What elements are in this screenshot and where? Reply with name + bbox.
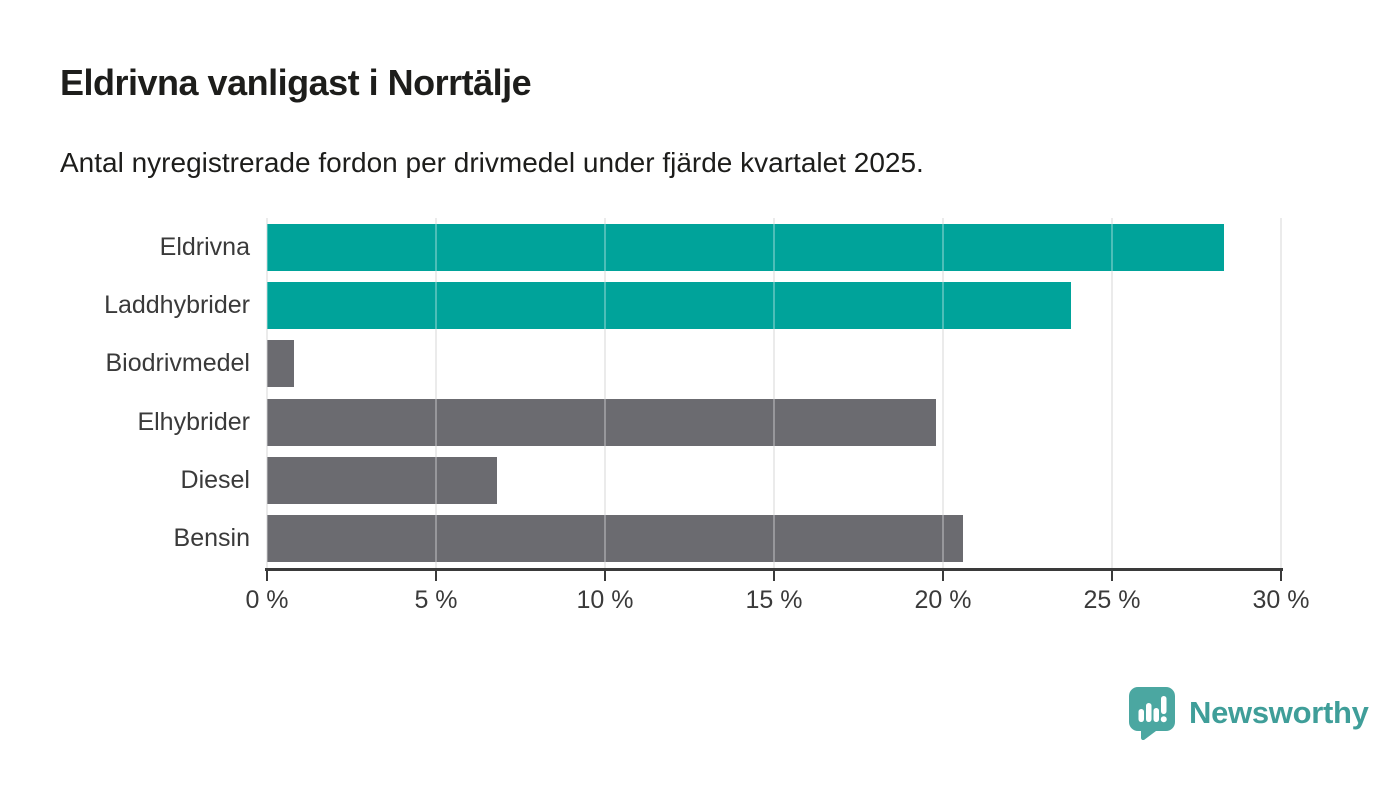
x-axis-tick-label: 25 % <box>1083 586 1141 614</box>
category-label: Eldrivna <box>159 232 250 261</box>
gridline-overlay <box>435 218 437 568</box>
gridline-overlay <box>942 218 944 568</box>
bar-biodrivmedel <box>267 340 295 388</box>
category-label: Diesel <box>180 465 250 494</box>
gridline <box>1111 218 1113 568</box>
chart-subtitle: Antal nyregistrerade fordon per drivmede… <box>60 147 924 178</box>
x-axis-tick <box>435 571 437 581</box>
category-label: Elhybrider <box>137 407 250 436</box>
gridline <box>604 218 606 568</box>
x-axis-line <box>265 568 1283 571</box>
speech-bubble-shape <box>1129 687 1175 740</box>
category-label: Laddhybrider <box>104 290 250 319</box>
gridline <box>1280 218 1282 568</box>
bar-elhybrider <box>267 398 937 446</box>
x-axis-tick <box>266 571 268 581</box>
bar-eldrivna <box>267 223 1224 271</box>
x-axis-tick-label: 20 % <box>914 586 972 614</box>
category-label: Biodrivmedel <box>105 349 250 378</box>
x-axis-tick <box>773 571 775 581</box>
icon-bar-2 <box>1146 703 1152 722</box>
gridline <box>773 218 775 568</box>
x-axis-tick-label: 0 % <box>245 586 289 614</box>
gridline-overlay <box>604 218 606 568</box>
icon-exclamation-bar <box>1161 696 1167 714</box>
icon-exclamation-dot <box>1160 716 1167 723</box>
gridline <box>266 218 268 568</box>
gridline-overlay <box>1280 218 1282 568</box>
x-axis-tick <box>604 571 606 581</box>
x-axis-tick <box>1280 571 1282 581</box>
brand-wordmark: Newsworthy <box>1189 695 1369 730</box>
icon-bar-3 <box>1153 708 1159 722</box>
gridline <box>435 218 437 568</box>
brand-logo: Newsworthy <box>1128 686 1369 740</box>
bar-laddhybrider <box>267 282 1072 329</box>
icon-bar-1 <box>1138 709 1144 722</box>
x-axis-tick-label: 15 % <box>745 586 803 614</box>
gridline-overlay <box>1111 218 1113 568</box>
category-label: Bensin <box>173 524 250 553</box>
newsworthy-logo-icon <box>1129 687 1175 740</box>
gridline <box>942 218 944 568</box>
gridline-overlay <box>773 218 775 568</box>
x-axis-tick-label: 5 % <box>414 586 458 614</box>
bar-bensin <box>267 515 964 563</box>
x-axis-tick <box>942 571 944 581</box>
x-axis-tick-label: 30 % <box>1252 586 1310 614</box>
chart-title: Eldrivna vanligast i Norrtälje <box>60 62 532 103</box>
gridline-overlay <box>266 218 268 568</box>
x-axis-tick <box>1111 571 1113 581</box>
x-axis-tick-label: 10 % <box>576 586 634 614</box>
bar-diesel <box>267 457 497 504</box>
